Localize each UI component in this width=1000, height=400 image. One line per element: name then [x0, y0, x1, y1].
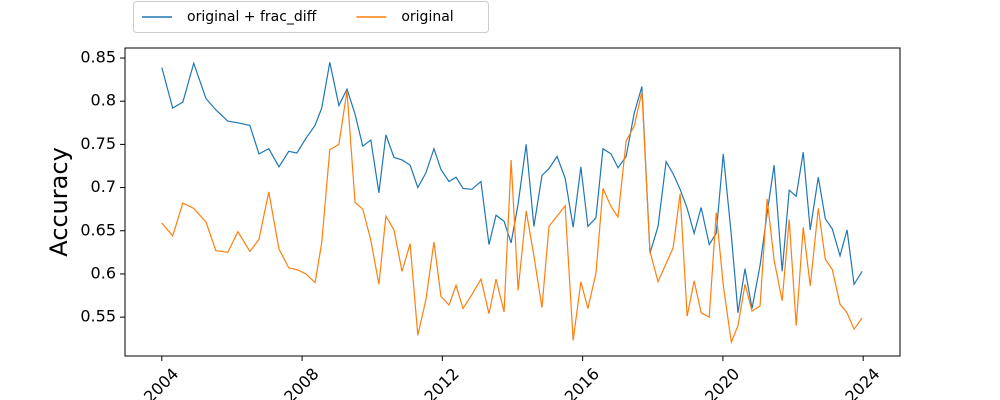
y-axis-label: Accuracy: [45, 147, 73, 257]
legend-box: [133, 1, 489, 33]
x-tick-label: 2024: [841, 364, 883, 400]
legend-label: original: [401, 9, 453, 25]
y-tick-label: 0.55: [80, 307, 116, 326]
x-tick-label: 2012: [421, 364, 463, 400]
x-tick-label: 2008: [280, 364, 322, 400]
y-tick-label: 0.85: [80, 48, 116, 67]
legend-label: original + frac_diff: [187, 9, 317, 25]
y-tick-label: 0.6: [91, 263, 116, 282]
plot-frame: [124, 47, 901, 357]
data-line: [161, 61, 863, 313]
y-tick-label: 0.7: [91, 177, 116, 196]
y-tick-label: 0.65: [80, 220, 116, 239]
y-tick-label: 0.8: [91, 91, 116, 110]
x-tick-label: 2016: [561, 364, 603, 400]
x-tick-label: 2020: [701, 364, 743, 400]
y-tick-label: 0.75: [80, 134, 116, 153]
legend: original + frac_diff original: [133, 1, 489, 33]
x-tick-label: 2004: [140, 364, 182, 400]
data-line: [161, 90, 863, 345]
